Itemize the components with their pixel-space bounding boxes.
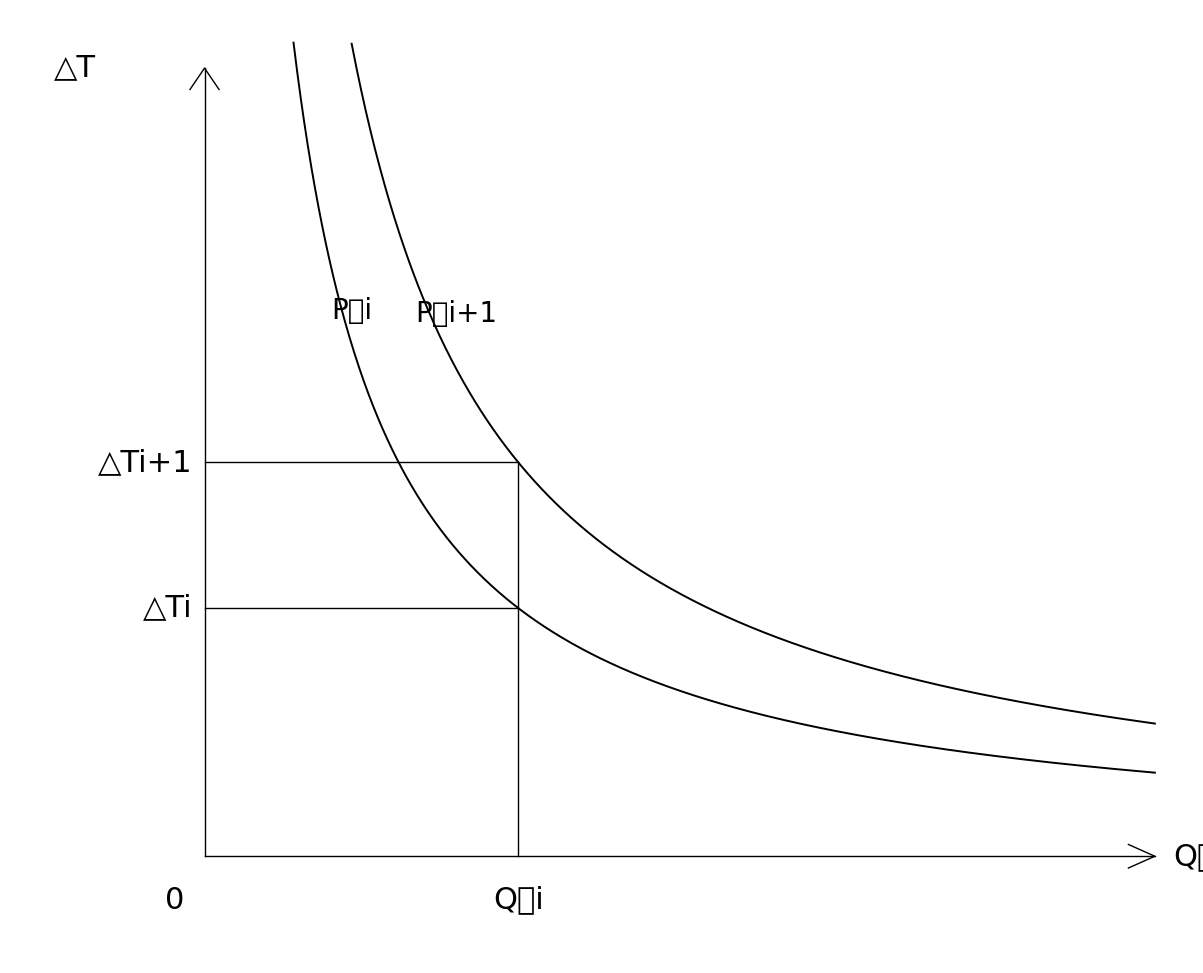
Text: △T: △T [54, 54, 96, 83]
Text: Q通: Q通 [1173, 842, 1203, 871]
Text: △Ti: △Ti [143, 594, 192, 623]
Text: P散i+1: P散i+1 [415, 301, 497, 328]
Text: Q通i: Q通i [493, 885, 544, 915]
Text: △Ti+1: △Ti+1 [97, 448, 192, 477]
Text: P散i: P散i [331, 297, 372, 325]
Text: 0: 0 [165, 885, 184, 915]
